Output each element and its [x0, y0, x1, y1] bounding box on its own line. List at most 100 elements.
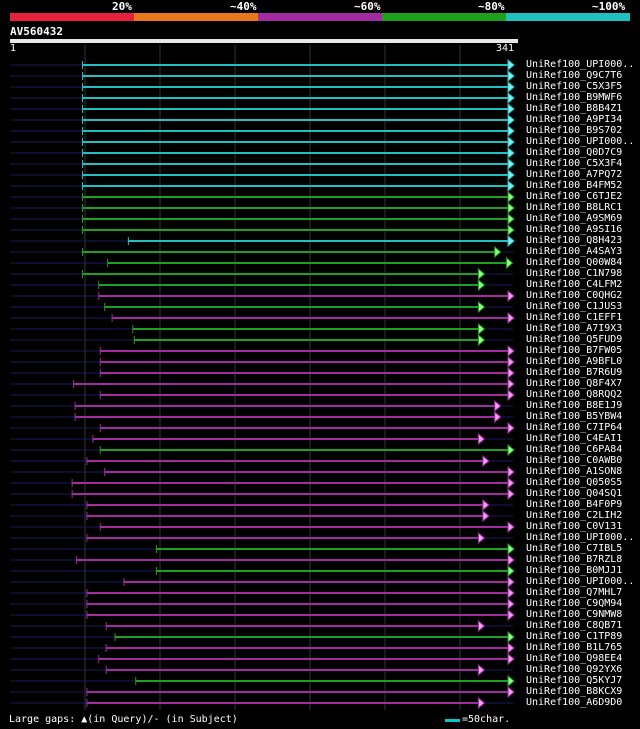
hit-label[interactable]: UniRef100_B9S702: [526, 125, 623, 136]
hit-label[interactable]: UniRef100_C9QM94: [526, 598, 623, 609]
hit-arrow: [507, 652, 515, 666]
hit-arrow: [477, 322, 486, 336]
hit-label[interactable]: UniRef100_B0MJJ1: [526, 565, 623, 576]
legend-label-20: 20%: [112, 0, 132, 13]
hit-label[interactable]: UniRef100_A7I9X3: [526, 323, 623, 334]
hit-label[interactable]: UniRef100_C1EFF1: [526, 312, 623, 323]
hit-label[interactable]: UniRef100_A1SON8: [526, 466, 623, 477]
hit-label[interactable]: UniRef100_B9MWF6: [526, 92, 623, 103]
hit-label[interactable]: UniRef100_Q92YX6: [526, 664, 623, 675]
hit-label[interactable]: UniRef100_C1JUS3: [526, 301, 623, 312]
hit-arrow: [507, 388, 515, 402]
hit-label[interactable]: UniRef100_Q0D7C9: [526, 147, 623, 158]
hit-label[interactable]: UniRef100_B8B4Z1: [526, 103, 623, 114]
hit-label[interactable]: UniRef100_C2LIH2: [526, 510, 623, 521]
legend-label-60: ~60%: [354, 0, 381, 13]
hit-label[interactable]: UniRef100_Q8F4X7: [526, 378, 623, 389]
hit-label[interactable]: UniRef100_A9SI16: [526, 224, 623, 235]
hit-label[interactable]: UniRef100_C4LFM2: [526, 279, 623, 290]
hit-label[interactable]: UniRef100_B8E1J9: [526, 400, 623, 411]
hit-arrow: [507, 564, 515, 578]
query-start-label: 1: [10, 43, 17, 54]
hit-arrow: [507, 234, 515, 248]
hit-arrow: [507, 443, 515, 457]
hit-label[interactable]: UniRef100_B7RZL8: [526, 554, 623, 565]
hit-arrow: [507, 520, 515, 534]
hit-label[interactable]: UniRef100_C7IP64: [526, 422, 623, 433]
hit-label[interactable]: UniRef100_C1TP89: [526, 631, 623, 642]
hit-label[interactable]: UniRef100_UPI000..: [526, 576, 635, 587]
hit-arrow: [477, 531, 486, 545]
hit-label[interactable]: UniRef100_Q5KYJ7: [526, 675, 623, 686]
hit-label[interactable]: UniRef100_A9SM69: [526, 213, 623, 224]
hit-label[interactable]: UniRef100_Q8RQQ2: [526, 389, 623, 400]
hit-arrow: [507, 113, 515, 127]
hit-arrow: [477, 267, 486, 281]
legend-label-100: ~100%: [592, 0, 626, 13]
hit-arrow: [506, 256, 514, 270]
hit-label[interactable]: UniRef100_C9NMW8: [526, 609, 623, 620]
hit-label[interactable]: UniRef100_C6TJE2: [526, 191, 623, 202]
hit-label[interactable]: UniRef100_C7IBL5: [526, 543, 623, 554]
hit-arrow: [507, 641, 515, 655]
legend-color-purple: [258, 13, 382, 21]
hit-label[interactable]: UniRef100_Q7MHL7: [526, 587, 623, 598]
hit-arrow: [494, 245, 502, 259]
hit-label[interactable]: UniRef100_A7PQ72: [526, 169, 623, 180]
hit-label[interactable]: UniRef100_A9PI34: [526, 114, 623, 125]
legend-color-orange: [134, 13, 258, 21]
hit-arrow: [507, 212, 515, 226]
hit-label[interactable]: UniRef100_B7FW05: [526, 345, 623, 356]
hit-arrow: [507, 355, 515, 369]
hit-arrow: [482, 454, 490, 468]
hit-arrow: [507, 553, 515, 567]
hit-label[interactable]: UniRef100_B8KCX9: [526, 686, 623, 697]
hit-label[interactable]: UniRef100_B4F0P9: [526, 499, 623, 510]
hit-arrow: [507, 69, 515, 83]
hit-label[interactable]: UniRef100_A4SAY3: [526, 246, 623, 257]
hit-label[interactable]: UniRef100_Q5FUD9: [526, 334, 623, 345]
hit-label[interactable]: UniRef100_C5X3F5: [526, 81, 623, 92]
hit-label[interactable]: UniRef100_C5X3F4: [526, 158, 623, 169]
query-bar: [10, 39, 518, 43]
hit-label[interactable]: UniRef100_C1N798: [526, 268, 623, 279]
hit-arrow: [477, 333, 486, 347]
hit-arrow: [507, 146, 515, 160]
hit-label[interactable]: UniRef100_B8LRC1: [526, 202, 623, 213]
hit-label[interactable]: UniRef100_C6PA84: [526, 444, 623, 455]
hit-label[interactable]: UniRef100_Q98EE4: [526, 653, 623, 664]
hit-arrow: [507, 223, 515, 237]
hit-label[interactable]: UniRef100_C0QHG2: [526, 290, 623, 301]
hit-label[interactable]: UniRef100_C0AWB0: [526, 455, 623, 466]
hit-arrow: [507, 135, 515, 149]
hit-label[interactable]: UniRef100_Q00W84: [526, 257, 623, 268]
legend-color-green: [382, 13, 506, 21]
hit-label[interactable]: UniRef100_C8QB71: [526, 620, 623, 631]
hit-arrow: [482, 509, 490, 523]
hit-label[interactable]: UniRef100_B7R6U9: [526, 367, 623, 378]
hit-label[interactable]: UniRef100_Q050S5: [526, 477, 623, 488]
hit-label[interactable]: UniRef100_UPI000..: [526, 136, 635, 147]
hit-label[interactable]: UniRef100_Q9C7T6: [526, 70, 623, 81]
hit-arrow: [507, 80, 515, 94]
hit-arrow: [477, 663, 486, 677]
hit-arrow: [507, 685, 515, 699]
hit-label[interactable]: UniRef100_C4EAI1: [526, 433, 623, 444]
hit-arrow: [507, 608, 515, 622]
hit-arrow: [477, 300, 486, 314]
hit-arrow: [507, 168, 515, 182]
hit-label[interactable]: UniRef100_A6D9D0: [526, 697, 623, 708]
hit-label[interactable]: UniRef100_Q8H423: [526, 235, 623, 246]
hit-label[interactable]: UniRef100_B1L765: [526, 642, 623, 653]
hit-label[interactable]: UniRef100_B5YBW4: [526, 411, 623, 422]
hit-label[interactable]: UniRef100_UPI000..: [526, 59, 635, 70]
hit-arrow: [507, 91, 515, 105]
legend-color-cyan: [506, 13, 630, 21]
hit-label[interactable]: UniRef100_C0V131: [526, 521, 623, 532]
hit-label[interactable]: UniRef100_Q04SQ1: [526, 488, 623, 499]
hit-arrow: [507, 476, 515, 490]
hit-label[interactable]: UniRef100_UPI000..: [526, 532, 635, 543]
hit-label[interactable]: UniRef100_A9BFL0: [526, 356, 623, 367]
hit-label[interactable]: UniRef100_B4FM52: [526, 180, 623, 191]
